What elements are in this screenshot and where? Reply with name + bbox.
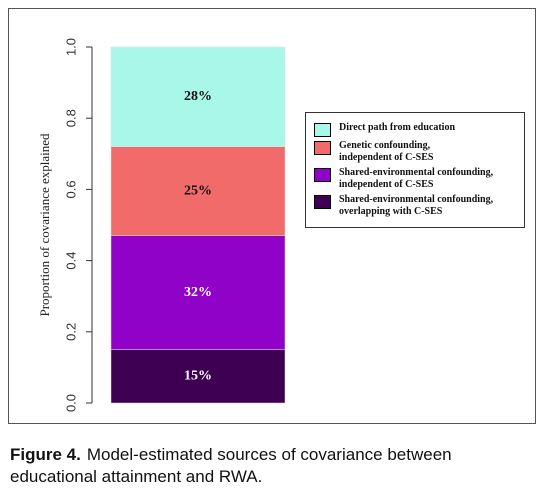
legend-entry: Shared-environmental confounding, indepe… [314,167,516,191]
legend-label: Shared-environmental confounding, indepe… [339,167,494,190]
y-tick-label: 0.8 [63,109,78,127]
legend-entry: Genetic confounding, independent of C-SE… [314,140,516,164]
value-label: 32% [184,285,212,300]
legend-swatch [314,195,331,209]
legend-entry: Direct path from education [314,122,516,137]
figure-frame [8,8,536,424]
bar-segment [110,46,286,147]
bar-segment [110,349,286,404]
caption-label: Figure 4. [10,445,81,464]
legend-label: Direct path from education [339,122,456,133]
y-tick-label: 0.6 [63,180,78,198]
legend-label: Shared-environmental confounding, overla… [339,194,494,217]
legend-swatch [314,168,331,182]
legend-swatch [314,123,331,137]
legend-entry: Shared-environmental confounding, overla… [314,194,516,218]
y-tick-label: 1.0 [63,38,78,56]
bar-segment [110,235,286,350]
bar-segment [110,146,286,236]
y-tick-label: 0.2 [63,323,78,341]
legend: Direct path from education Genetic confou… [305,112,525,228]
y-tick-label: 0.0 [63,394,78,412]
value-label: 28% [184,89,212,104]
value-label: 15% [184,369,212,384]
legend-label: Genetic confounding, independent of C-SE… [339,140,434,163]
caption: Figure 4. Model-estimated sources of cova… [10,444,540,488]
legend-swatch [314,141,331,155]
y-axis-label: Proportion of covariance explained [37,133,52,317]
value-label: 25% [184,183,212,198]
caption-text: Model-estimated sources of covariance be… [10,445,452,486]
chart: Proportion of covariance explained 0.0 0.… [37,38,286,412]
y-tick-label: 0.4 [63,252,78,270]
